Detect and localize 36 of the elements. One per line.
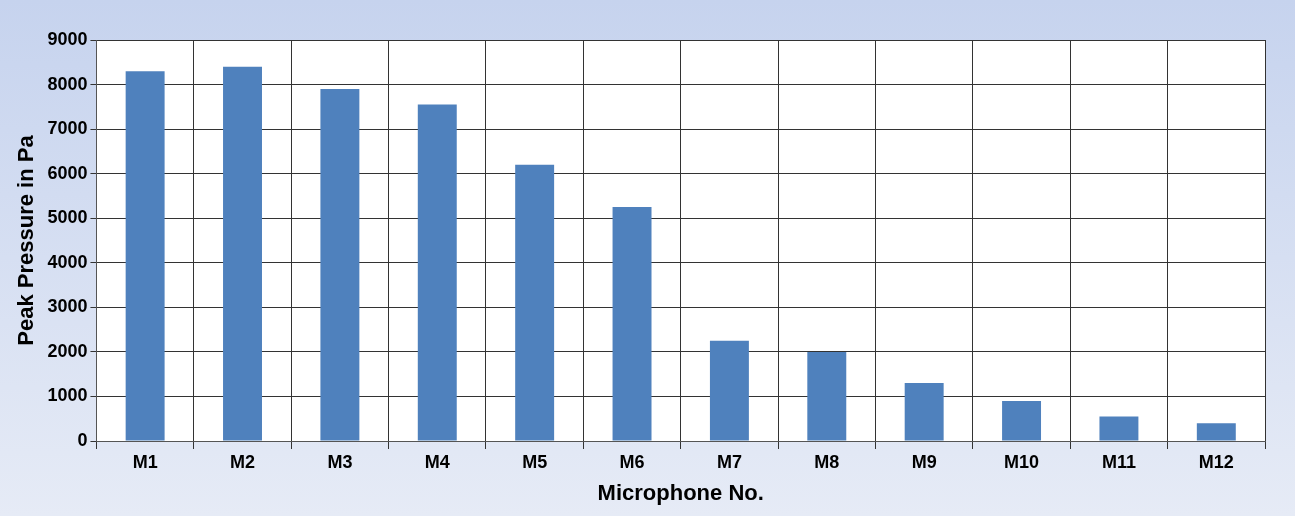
bar: [320, 89, 360, 441]
y-axis-title: Peak Pressure in Pa: [13, 134, 39, 346]
y-tick-label: 6000: [47, 162, 88, 183]
y-tick-label: 0: [77, 429, 88, 450]
bar: [1099, 416, 1139, 441]
bar: [1002, 400, 1042, 441]
x-tick-label: M10: [1004, 451, 1040, 472]
x-tick-label: M8: [814, 451, 840, 472]
bar: [807, 351, 847, 441]
x-axis-title: Microphone No.: [597, 479, 764, 505]
x-tick-label: M11: [1101, 451, 1136, 472]
x-tick-label: M6: [619, 451, 645, 472]
bar: [515, 164, 555, 441]
x-tick-label: M12: [1198, 451, 1234, 472]
y-tick-label: 8000: [47, 73, 88, 94]
y-tick-label: 2000: [47, 340, 88, 361]
x-tick-label: M7: [716, 451, 742, 472]
x-tick-label: M3: [327, 451, 353, 472]
bar: [612, 207, 652, 441]
bar: [709, 340, 749, 441]
y-tick-label: 9000: [47, 28, 88, 49]
bar: [904, 383, 944, 441]
y-tick-label: 3000: [47, 296, 88, 317]
y-tick-label: 5000: [47, 207, 88, 228]
x-tick-label: M5: [522, 451, 548, 472]
x-tick-label: M2: [230, 451, 256, 472]
bar: [125, 71, 165, 441]
y-tick-label: 1000: [47, 385, 88, 406]
bar: [223, 66, 262, 441]
y-tick-label: 7000: [47, 118, 88, 139]
bar: [1196, 423, 1236, 441]
x-tick-label: M9: [911, 451, 937, 472]
x-tick-label: M4: [424, 451, 450, 472]
bar: [417, 104, 457, 441]
x-tick-label: M1: [132, 451, 158, 472]
y-tick-label: 4000: [47, 251, 88, 272]
